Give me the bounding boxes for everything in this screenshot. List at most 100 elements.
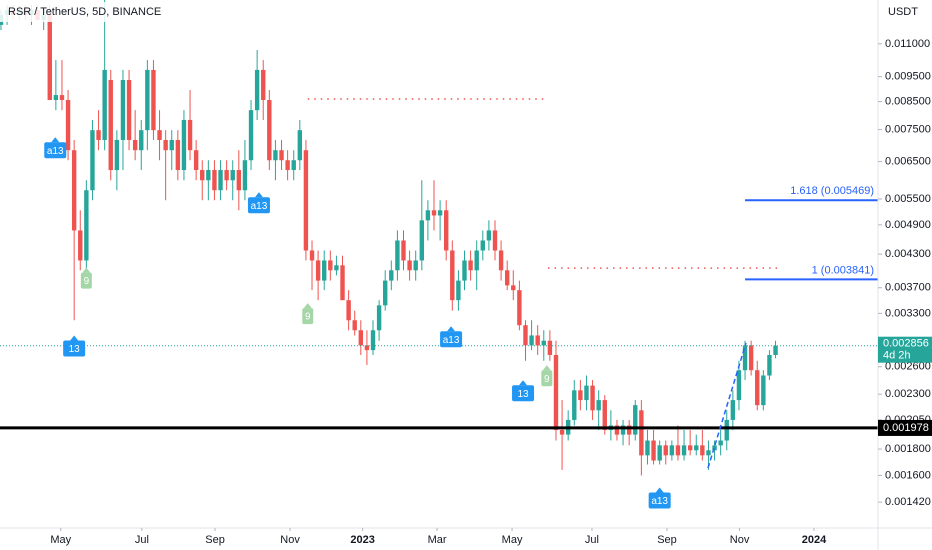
- signal-marker: a13: [247, 192, 270, 214]
- candle-body: [431, 210, 437, 216]
- candle-body: [517, 290, 522, 326]
- last-price-label: 0.002856: [883, 338, 929, 350]
- signal-marker-label: 9: [84, 276, 90, 287]
- signal-marker-box: [648, 492, 671, 509]
- candle-body: [358, 330, 364, 346]
- candle-body: [547, 340, 553, 355]
- candle-body: [389, 270, 394, 281]
- candle-body: [340, 265, 345, 301]
- candle-body: [53, 95, 59, 100]
- candle-body: [309, 250, 315, 261]
- signal-marker-box: [63, 340, 86, 357]
- x-tick-label: Nov: [280, 534, 300, 546]
- candle-body: [376, 305, 382, 331]
- signal-marker: 13: [63, 335, 86, 357]
- candle-body: [291, 160, 296, 171]
- candle-body: [108, 79, 113, 171]
- signal-marker-label: 9: [544, 374, 550, 385]
- candle-body: [193, 150, 199, 171]
- candle-body: [511, 285, 516, 291]
- signal-marker-box: [541, 370, 553, 387]
- candle-body: [706, 450, 711, 456]
- candle-body: [334, 265, 339, 271]
- candle-body: [285, 160, 290, 171]
- y-tick-label: 0.002300: [885, 388, 931, 400]
- candle-body: [303, 150, 309, 251]
- fib-label: 1.618 (0.005469): [790, 185, 874, 197]
- candle-body: [212, 170, 217, 191]
- y-tick-label: 0.001600: [885, 469, 931, 481]
- candle-body: [578, 390, 583, 401]
- candle-body: [78, 230, 83, 261]
- candle-body: [468, 260, 473, 271]
- candle-body: [407, 260, 412, 271]
- signal-marker-label: a13: [47, 146, 64, 157]
- signal-marker-label: 9: [305, 312, 311, 323]
- candle-body: [47, 14, 52, 100]
- candle-body: [370, 330, 376, 351]
- candle-body: [504, 270, 510, 286]
- y-tick-label: 0.008500: [885, 95, 931, 107]
- signal-marker-label: 13: [69, 344, 81, 355]
- signal-marker: a13: [440, 326, 463, 348]
- candle-body: [267, 99, 272, 161]
- candle-body: [187, 119, 193, 151]
- candle-body: [443, 210, 449, 251]
- candle-body: [730, 400, 736, 420]
- candle-body: [200, 170, 205, 181]
- signal-marker-arrow: [51, 137, 60, 143]
- candle-body: [236, 170, 242, 191]
- horizontal-line-label: 0.001978: [883, 422, 929, 434]
- signal-marker-arrow: [70, 335, 79, 341]
- candle-body: [169, 139, 174, 151]
- y-tick-label: 0.004300: [885, 248, 931, 260]
- signal-marker-arrow: [542, 365, 551, 371]
- candle-body: [346, 300, 351, 321]
- candle-body: [712, 445, 717, 451]
- candle-body: [96, 130, 101, 140]
- candle-body: [224, 170, 229, 181]
- candle-body: [724, 419, 729, 441]
- candle-body: [297, 130, 303, 161]
- candle-body: [626, 425, 632, 435]
- y-tick-label: 0.005500: [885, 193, 931, 205]
- candle-body: [748, 345, 754, 371]
- candle-body: [206, 170, 211, 181]
- header-bg: [0, 2, 190, 22]
- x-tick-label: Jul: [135, 534, 149, 546]
- candle-body: [383, 280, 388, 306]
- candle-body: [639, 410, 644, 456]
- candle-body: [742, 345, 748, 371]
- y-tick-label: 0.009500: [885, 71, 931, 83]
- candle-body: [145, 69, 150, 131]
- candle-body: [462, 260, 467, 281]
- signal-marker-box: [80, 272, 92, 289]
- candle-body: [157, 130, 162, 140]
- candle-body: [120, 79, 126, 140]
- candle-body: [163, 139, 168, 151]
- x-tick-label: Jul: [585, 534, 599, 546]
- signal-marker-label: a13: [443, 335, 460, 346]
- candle-body: [102, 69, 107, 140]
- candle-body: [645, 440, 650, 456]
- candle-body: [175, 139, 181, 171]
- candle-body: [126, 79, 132, 140]
- signal-marker-arrow: [655, 487, 664, 493]
- candle-body: [755, 370, 760, 406]
- candle-body: [71, 150, 77, 231]
- candle-body: [596, 400, 601, 411]
- candle-body: [633, 405, 638, 435]
- candle-body: [700, 445, 705, 456]
- candle-body: [261, 69, 266, 100]
- candle-body: [59, 95, 65, 100]
- y-tick-label: 0.002600: [885, 361, 931, 373]
- candle-body: [401, 240, 406, 261]
- candle-body: [65, 99, 71, 151]
- last-price-badge: [878, 336, 932, 363]
- candle-body: [681, 445, 687, 456]
- y-tick-label: 0.001420: [885, 496, 931, 508]
- candle-body: [736, 370, 742, 401]
- candle-body: [352, 320, 357, 331]
- x-tick-label: Sep: [657, 534, 677, 546]
- signal-marker-box: [512, 385, 535, 402]
